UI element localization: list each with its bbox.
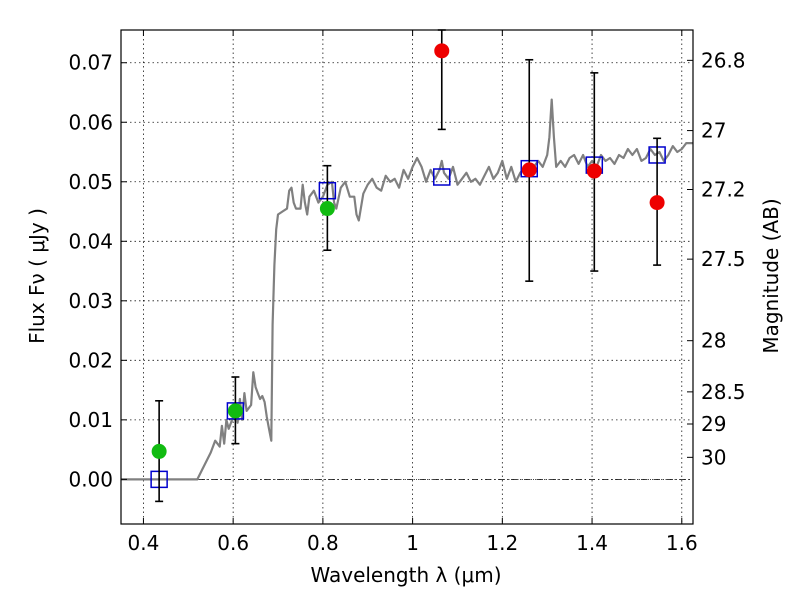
model-square-marker xyxy=(433,168,451,186)
measurement-point-red xyxy=(649,195,665,211)
y-tick-label: 0.01 xyxy=(68,408,113,432)
y-tick-label: 0.02 xyxy=(68,348,113,372)
y-tick-label: 0.03 xyxy=(68,289,113,313)
x-tick-label: 1.4 xyxy=(576,531,608,555)
measurement-point-green xyxy=(227,403,243,419)
template-spectrum-line xyxy=(121,98,693,481)
y2-tick-label: 30 xyxy=(701,445,726,469)
x-tick-label: 1.6 xyxy=(666,531,698,555)
measurement-point-red xyxy=(586,163,602,179)
x-tick-label: 1 xyxy=(406,531,419,555)
measurement-point-green xyxy=(319,201,335,217)
y2-tick-label: 28.5 xyxy=(701,380,746,404)
y2-tick-label: 27.2 xyxy=(701,178,746,202)
y-tick-label: 0.06 xyxy=(68,110,113,134)
x-axis-title: Wavelength λ (μm) xyxy=(310,563,501,587)
y2-tick-label: 26.8 xyxy=(701,48,746,72)
y-axis-ticks: 0.00 0.01 0.02 0.03 0.04 0.05 0.06 0.07 xyxy=(68,51,127,491)
y-tick-label: 0.00 xyxy=(68,467,113,491)
y-axis-title: Flux Fν ( μJy ) xyxy=(25,208,49,344)
y2-tick-label: 28 xyxy=(701,329,726,353)
x-axis-ticks: 0.4 0.6 0.8 1 1.2 1.4 1.6 xyxy=(128,30,698,555)
measurement-point-red xyxy=(521,162,537,178)
axes-frame xyxy=(120,29,694,525)
y2-tick-label: 29 xyxy=(701,412,726,436)
y-tick-label: 0.05 xyxy=(68,170,113,194)
y-tick-label: 0.07 xyxy=(68,51,113,75)
plot-area xyxy=(121,29,693,503)
y2-tick-label: 27 xyxy=(701,119,726,143)
y-tick-label: 0.04 xyxy=(68,229,113,253)
x-tick-label: 1.2 xyxy=(486,531,518,555)
x-tick-label: 0.4 xyxy=(128,531,160,555)
measurement-point-green xyxy=(151,443,167,459)
y2-tick-label: 27.5 xyxy=(701,247,746,271)
y2-axis-ticks: 26.8 27 27.2 27.5 28 28.5 29 30 xyxy=(687,48,746,469)
x-tick-label: 0.6 xyxy=(217,531,249,555)
x-tick-label: 0.8 xyxy=(307,531,339,555)
measurement-point-red xyxy=(434,43,450,59)
y2-axis-title: Magnitude (AB) xyxy=(759,198,783,353)
grid-lines xyxy=(121,30,693,524)
